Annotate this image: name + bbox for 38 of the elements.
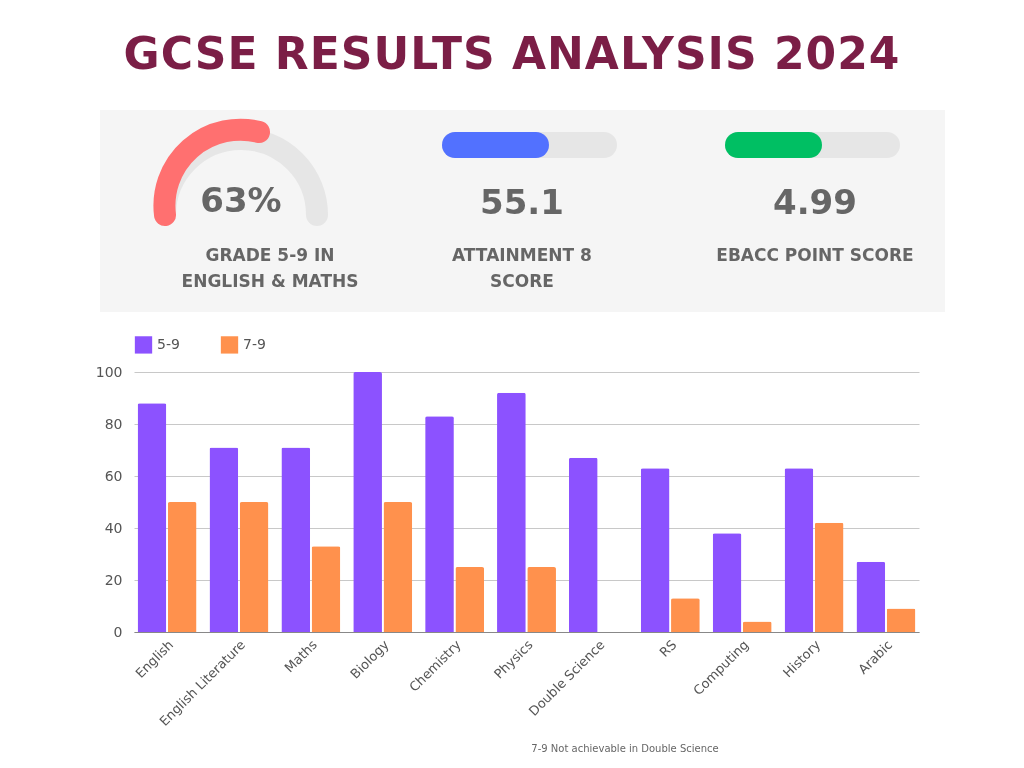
text: 4.99	[772, 182, 858, 222]
bar	[311, 546, 341, 632]
bar	[167, 502, 197, 632]
y-tick-label: 40	[104, 519, 123, 536]
y-tick-label: 80	[104, 415, 123, 432]
text: EBACC POINT SCORE	[715, 244, 915, 267]
text: 7-9 Not achievable in Double Science	[530, 743, 720, 754]
bar	[784, 468, 814, 632]
bar	[137, 403, 167, 632]
bar	[886, 608, 916, 632]
text: 55.1	[479, 182, 565, 222]
text: ATTAINMENT 8 SCORE	[451, 244, 593, 293]
bar	[497, 392, 526, 632]
bar	[353, 372, 382, 632]
text: GCSE RESULTS ANALYSIS 2024	[122, 28, 902, 79]
bar	[742, 621, 772, 632]
bar	[209, 447, 239, 632]
y-tick-label: 20	[104, 571, 123, 588]
bar	[712, 533, 742, 632]
bar	[425, 416, 454, 632]
y-tick-label: 60	[104, 467, 123, 484]
bar	[814, 522, 844, 632]
bar	[281, 447, 311, 632]
bar	[640, 468, 670, 632]
y-tick-label: 100	[95, 363, 123, 380]
bar	[455, 567, 485, 632]
bar	[671, 598, 700, 632]
bar	[239, 502, 269, 632]
text: 63%	[199, 180, 283, 220]
bar	[856, 561, 886, 632]
bar	[568, 457, 598, 632]
bar	[527, 567, 556, 632]
bar	[383, 502, 413, 632]
text: GRADE 5-9 IN ENGLISH & MATHS	[180, 244, 360, 293]
x-tick-label: RS	[656, 637, 680, 660]
legend-label: 7-9	[243, 335, 266, 352]
legend-label: 5-9	[157, 335, 180, 352]
y-tick-label: 0	[113, 623, 123, 640]
